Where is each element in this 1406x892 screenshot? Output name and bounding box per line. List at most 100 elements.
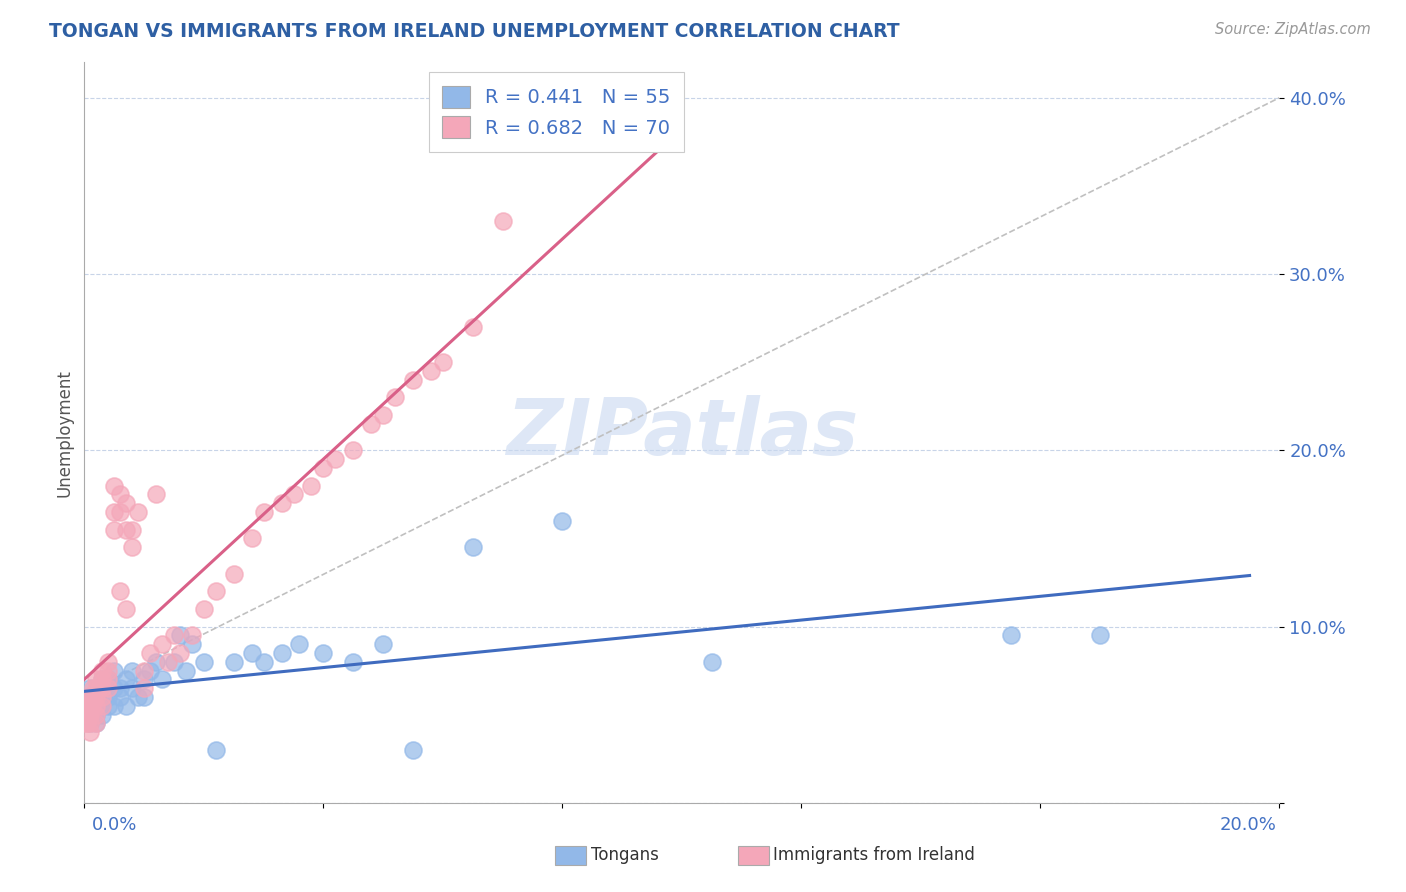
Point bbox=[79, 681, 101, 696]
Point bbox=[89, 681, 111, 696]
Point bbox=[97, 690, 120, 704]
Point bbox=[301, 478, 323, 492]
Point bbox=[181, 637, 204, 651]
Point bbox=[97, 698, 120, 713]
Point bbox=[222, 566, 245, 581]
Point bbox=[461, 319, 484, 334]
Point bbox=[86, 681, 108, 696]
Text: 20.0%: 20.0% bbox=[1220, 816, 1277, 834]
Point bbox=[103, 505, 125, 519]
Point bbox=[75, 716, 97, 731]
Point bbox=[132, 673, 156, 687]
Point bbox=[97, 681, 120, 696]
Point bbox=[91, 698, 114, 713]
Point bbox=[115, 602, 138, 616]
Point bbox=[700, 655, 723, 669]
Point bbox=[312, 461, 335, 475]
Point bbox=[91, 690, 114, 704]
Point bbox=[97, 673, 120, 687]
Point bbox=[86, 716, 108, 731]
Point bbox=[325, 452, 347, 467]
Point bbox=[79, 707, 101, 722]
Point bbox=[97, 673, 120, 687]
Point bbox=[110, 487, 132, 501]
Point bbox=[139, 664, 162, 678]
Point bbox=[193, 655, 215, 669]
Point bbox=[89, 681, 111, 696]
Point bbox=[103, 664, 125, 678]
Point bbox=[80, 698, 103, 713]
Point bbox=[94, 681, 117, 696]
Point bbox=[77, 707, 100, 722]
Legend: R = 0.441   N = 55, R = 0.682   N = 70: R = 0.441 N = 55, R = 0.682 N = 70 bbox=[429, 72, 685, 152]
Point bbox=[132, 664, 156, 678]
Text: 0.0%: 0.0% bbox=[91, 816, 136, 834]
Point bbox=[91, 707, 114, 722]
Point bbox=[103, 478, 125, 492]
Point bbox=[492, 214, 515, 228]
Point bbox=[169, 628, 191, 642]
Point bbox=[79, 690, 101, 704]
Point bbox=[240, 646, 263, 660]
Text: Tongans: Tongans bbox=[591, 847, 658, 864]
Text: TONGAN VS IMMIGRANTS FROM IRELAND UNEMPLOYMENT CORRELATION CHART: TONGAN VS IMMIGRANTS FROM IRELAND UNEMPL… bbox=[49, 22, 900, 41]
Point bbox=[82, 690, 104, 704]
Point bbox=[76, 690, 98, 704]
Point bbox=[205, 743, 228, 757]
Point bbox=[432, 355, 454, 369]
Point bbox=[86, 690, 108, 704]
Point bbox=[103, 681, 125, 696]
Point bbox=[1090, 628, 1112, 642]
Point bbox=[121, 664, 143, 678]
Text: Source: ZipAtlas.com: Source: ZipAtlas.com bbox=[1215, 22, 1371, 37]
Point bbox=[240, 532, 263, 546]
Point bbox=[82, 698, 104, 713]
Point bbox=[169, 646, 191, 660]
Text: Immigrants from Ireland: Immigrants from Ireland bbox=[773, 847, 976, 864]
Point bbox=[420, 364, 443, 378]
Point bbox=[373, 408, 395, 422]
Point bbox=[110, 584, 132, 599]
Point bbox=[91, 681, 114, 696]
Point bbox=[97, 664, 120, 678]
Point bbox=[110, 681, 132, 696]
Point bbox=[270, 496, 292, 510]
Point bbox=[115, 496, 138, 510]
Point bbox=[121, 540, 143, 554]
Point bbox=[145, 487, 167, 501]
Point bbox=[373, 637, 395, 651]
Point bbox=[76, 698, 98, 713]
Point bbox=[91, 690, 114, 704]
Point bbox=[79, 716, 101, 731]
Point bbox=[86, 707, 108, 722]
Point bbox=[145, 655, 167, 669]
Point bbox=[181, 628, 204, 642]
Point bbox=[270, 646, 292, 660]
Point bbox=[76, 716, 98, 731]
Point bbox=[205, 584, 228, 599]
Point bbox=[82, 681, 104, 696]
Point bbox=[551, 514, 574, 528]
Point bbox=[86, 698, 108, 713]
Point bbox=[253, 505, 276, 519]
Point bbox=[86, 707, 108, 722]
Point bbox=[91, 673, 114, 687]
Point bbox=[342, 655, 364, 669]
Point bbox=[79, 725, 101, 739]
Point bbox=[283, 487, 305, 501]
Point bbox=[82, 690, 104, 704]
Point bbox=[174, 664, 197, 678]
Point bbox=[288, 637, 311, 651]
Point bbox=[86, 690, 108, 704]
Point bbox=[127, 505, 149, 519]
Point bbox=[461, 540, 484, 554]
Point bbox=[79, 698, 101, 713]
Point bbox=[86, 716, 108, 731]
Point bbox=[163, 628, 186, 642]
Point bbox=[121, 523, 143, 537]
Point bbox=[127, 690, 149, 704]
Point bbox=[115, 523, 138, 537]
Point bbox=[103, 698, 125, 713]
Point bbox=[360, 417, 382, 431]
Point bbox=[76, 698, 98, 713]
